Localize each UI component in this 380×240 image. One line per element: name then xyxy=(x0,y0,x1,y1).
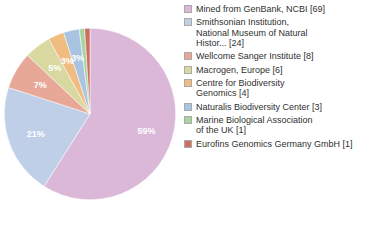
svg-text:3%: 3% xyxy=(60,55,74,66)
html-text:Centre for Biodiversity Genomi: Centre for Biodiversity Genomics [4] xyxy=(196,78,285,99)
html-text:Eurofins Genomics Germany GmbH: Eurofins Genomics Germany GmbH [1] xyxy=(196,138,353,149)
svg-text:21%: 21% xyxy=(27,129,45,139)
html-text:Macrogen, Europe [6]: Macrogen, Europe [6] xyxy=(196,64,283,75)
html-text:Wellcome Sanger Institute [8]: Wellcome Sanger Institute [8] xyxy=(196,51,314,62)
svg-text:3%: 3% xyxy=(71,52,84,62)
svg-text:7%: 7% xyxy=(34,80,47,90)
html-text:Naturalis Biodiversity Center: Naturalis Biodiversity Center [3] xyxy=(196,101,323,112)
svg-text:59%: 59% xyxy=(137,126,155,136)
html-text:Smithsonian Institution, Natio: Smithsonian Institution, National Museum… xyxy=(196,17,308,48)
svg-text:5%: 5% xyxy=(48,63,61,73)
html-text:Marine Biological Association: Marine Biological Association of the UK … xyxy=(196,115,313,136)
html-text:Mined from GenBank, NCBI [69]: Mined from GenBank, NCBI [69] xyxy=(196,4,326,14)
